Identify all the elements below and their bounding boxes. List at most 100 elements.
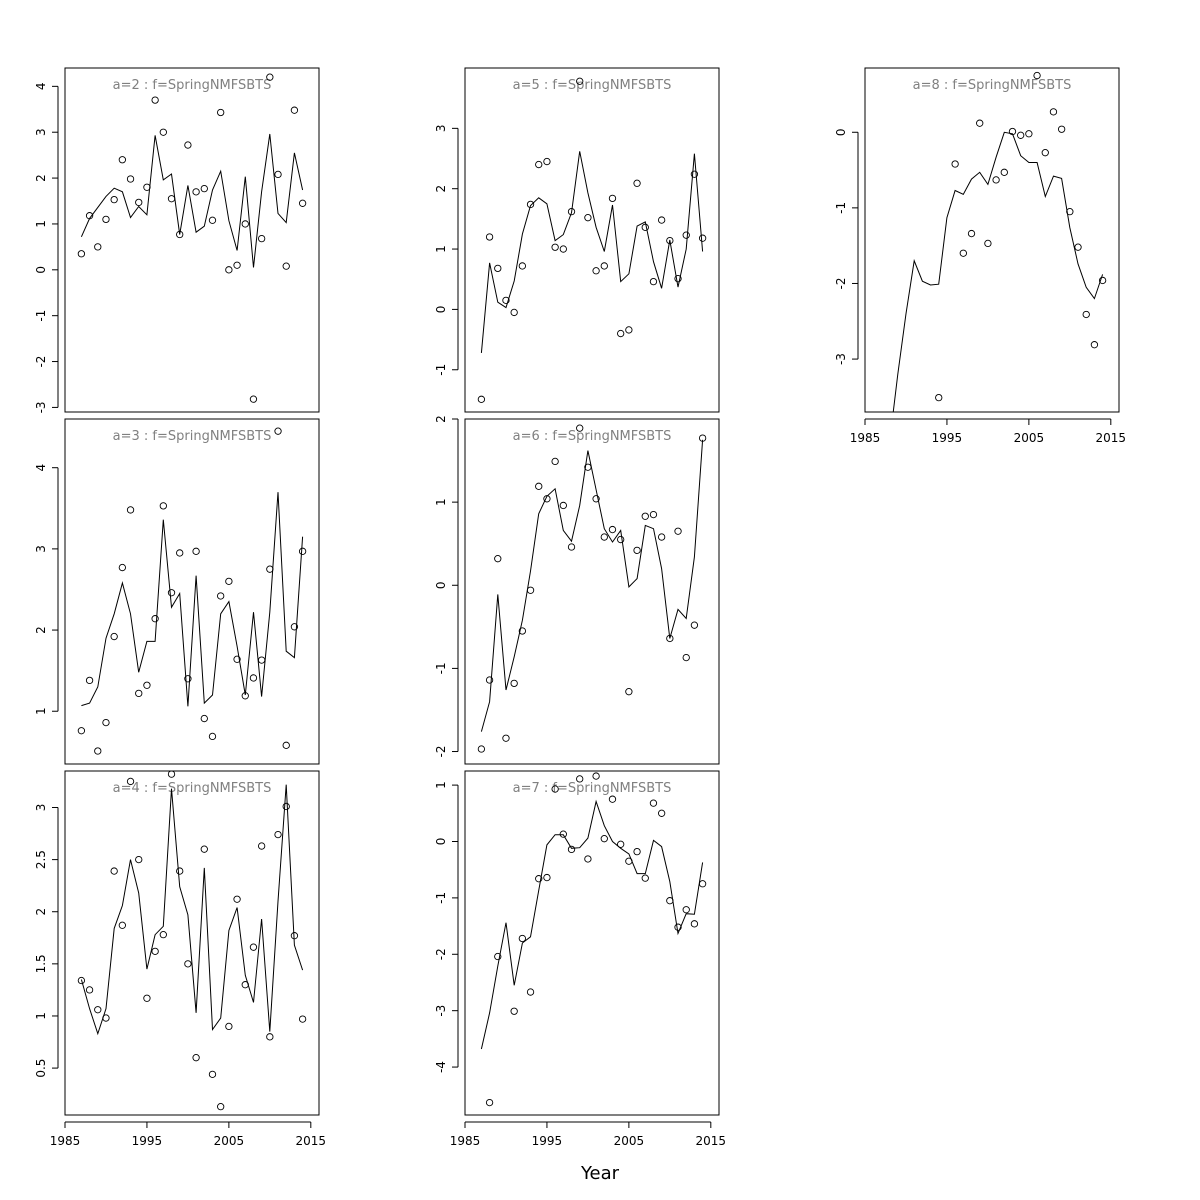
fitted-line [480,151,704,353]
x-tick-label: 2015 [696,1134,727,1148]
y-tick-label: 2.5 [34,850,48,869]
plot-area [77,771,307,1111]
observed-point [608,525,617,534]
observed-point [682,653,690,662]
observed-point [592,495,600,503]
observed-point [274,170,282,179]
observed-point [110,867,118,875]
observed-point [535,160,543,169]
observed-point [1066,207,1074,216]
observed-point [143,183,151,191]
observed-point [225,577,233,586]
observed-point [682,231,690,239]
observed-point [666,236,674,245]
observed-point [1041,149,1049,157]
y-tick-label: 1 [434,498,448,506]
y-tick-label: 0 [434,581,448,589]
observed-point [526,988,535,996]
observed-point [535,482,543,490]
observed-point [567,207,576,216]
y-tick-label: -2 [834,277,848,289]
observed-point [690,920,699,928]
observed-point [1090,341,1099,349]
y-tick-label: -1 [834,202,848,214]
observed-point [617,329,625,338]
observed-point [241,220,249,228]
observed-point [249,395,258,403]
observed-point [608,194,617,203]
observed-point [151,615,159,623]
observed-point [159,128,167,136]
panel-frame [464,67,720,413]
observed-point [600,533,608,541]
observed-point [233,655,241,663]
observed-point [625,326,633,334]
observed-point [584,855,592,863]
observed-point [110,195,118,204]
y-tick-label: 1 [434,781,448,789]
observed-point [608,795,617,803]
observed-point [567,845,576,854]
x-tick-label: 1985 [850,431,881,445]
observed-point [551,785,559,793]
x-axis-label: Year [580,1163,620,1184]
observed-point [584,214,592,222]
observed-point [674,274,682,283]
observed-point [559,830,567,838]
observed-point [282,802,290,811]
observed-point [249,943,258,951]
observed-point [510,679,518,688]
y-tick-label: 3 [34,128,48,136]
observed-point [518,627,527,635]
observed-point [208,216,217,224]
observed-point [698,234,707,242]
observed-point [184,675,192,683]
observed-point [266,1033,274,1041]
observed-point [649,510,658,519]
observed-point [118,563,127,572]
fitted-line [892,131,1104,412]
fitted-line [81,492,304,707]
observed-point [135,855,143,864]
y-tick-label: 0 [434,306,448,314]
observed-point [85,676,94,685]
observed-point [1082,310,1090,319]
observed-point [526,586,535,594]
observed-point [485,233,494,241]
y-tick-label: 0 [34,266,48,274]
y-tick-label: -2 [434,746,448,758]
observed-point [102,215,110,224]
observed-point [959,249,967,257]
fitted-line [80,133,304,268]
observed-point [967,229,976,238]
observed-point [192,1054,200,1062]
y-tick-label: 4 [34,83,48,91]
observed-point [951,160,959,168]
observed-point [159,931,167,939]
observed-point [543,873,551,882]
observed-point [576,77,584,85]
observed-point [274,427,282,435]
observed-point [225,266,233,274]
observed-point [257,842,266,850]
y-tick-label: 4 [34,464,48,472]
observed-point [200,184,208,193]
observed-point [85,212,94,220]
observed-point [641,874,649,882]
y-tick-label: 1 [34,1012,48,1020]
fitted-line [480,439,704,732]
observed-point [485,676,494,684]
panel-7: a=8 : f=SpringNMFSBTS -3 -2 -1 0 1985 1995 2005… [834,67,1126,445]
observed-point [118,921,127,929]
observed-point [1057,125,1066,133]
panel-6: a=7 : f=SpringNMFSBTS -4 -3 -2 -1 0 1 1985 1995 2… [434,770,727,1148]
observed-point [77,250,86,258]
observed-point [290,623,299,631]
observed-point [502,734,510,742]
observed-point [167,195,176,203]
panel-frame [64,770,320,1116]
observed-point [126,777,135,786]
observed-point [576,424,584,432]
fitted-line [480,799,704,1050]
observed-point [167,589,176,597]
